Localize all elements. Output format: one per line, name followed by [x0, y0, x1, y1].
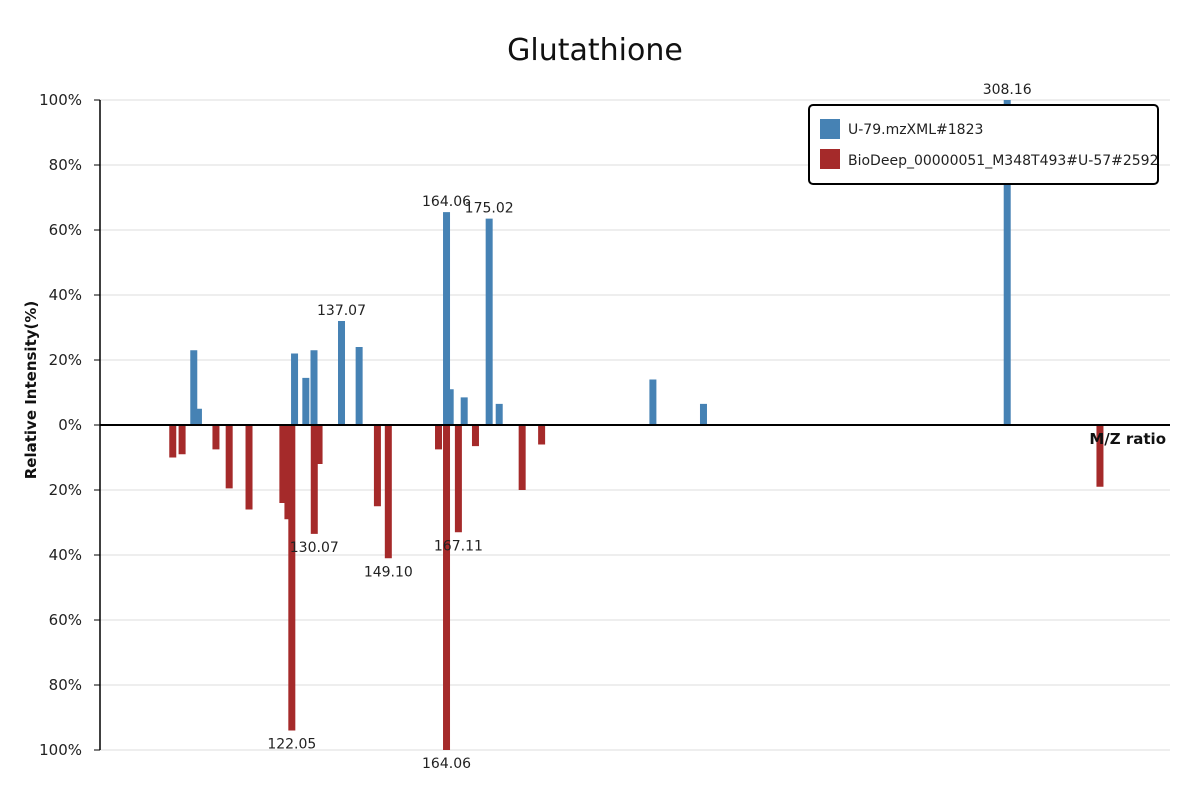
- legend-label-reference: BioDeep_00000051_M348T493#U-57#2592: [848, 153, 1159, 169]
- peak-bar-query: [699, 403, 707, 425]
- legend-label-query: U-79.mzXML#1823: [848, 122, 983, 138]
- query-spectrum-bars: [190, 100, 1011, 425]
- peak-bar-reference: [279, 425, 287, 503]
- y-tick-label: 60%: [49, 611, 82, 629]
- y-tick-label: 40%: [49, 546, 82, 564]
- peak-label: 167.11: [434, 538, 483, 554]
- peak-bar-query: [310, 350, 318, 425]
- reference-spectrum-bars: [169, 425, 1104, 750]
- y-tick-label: 60%: [49, 221, 82, 239]
- peak-bar-query: [302, 377, 310, 425]
- peak-bar-reference: [384, 425, 392, 559]
- peak-label: 308.16: [983, 82, 1032, 98]
- peak-bar-reference: [169, 425, 177, 458]
- y-axis-label: Relative Intensity(%): [22, 301, 40, 480]
- peak-bar-query: [355, 347, 363, 425]
- peak-label: 164.06: [422, 194, 471, 210]
- peak-bar-query: [446, 389, 454, 425]
- legend-swatch-reference: [820, 149, 840, 169]
- y-tick-label: 20%: [49, 351, 82, 369]
- legend: U-79.mzXML#1823 BioDeep_00000051_M348T49…: [808, 104, 1159, 185]
- peak-bar-reference: [284, 425, 292, 520]
- y-tick-label: 100%: [39, 741, 82, 759]
- peak-label: 164.06: [422, 756, 471, 772]
- peak-bar-reference: [1096, 425, 1104, 487]
- peak-label: 149.10: [364, 564, 413, 580]
- peak-bar-query: [338, 321, 346, 425]
- peak-bar-reference: [435, 425, 443, 450]
- peak-bar-reference: [538, 425, 546, 445]
- peak-label: 130.07: [290, 540, 339, 556]
- peak-bar-reference: [315, 425, 323, 464]
- peak-bar-query: [649, 379, 657, 425]
- peak-bar-reference: [178, 425, 186, 455]
- peak-bar-query: [194, 408, 202, 425]
- peak-bar-query: [485, 218, 493, 425]
- peak-labels: 137.07164.06175.02308.16122.05130.07149.…: [267, 82, 1031, 772]
- peak-bar-reference: [518, 425, 526, 490]
- y-tick-label: 100%: [39, 91, 82, 109]
- x-axis-label: M/Z ratio: [1089, 430, 1166, 448]
- peak-label: 137.07: [317, 303, 366, 319]
- peak-bar-query: [460, 397, 468, 425]
- peak-label: 122.05: [267, 737, 316, 753]
- peak-bar-reference: [310, 425, 318, 534]
- peak-bar-reference: [471, 425, 479, 447]
- peak-bar-reference: [454, 425, 462, 533]
- peak-bar-reference: [245, 425, 253, 510]
- y-tick-label: 80%: [49, 156, 82, 174]
- peak-bar-query: [291, 353, 299, 425]
- legend-swatch-query: [820, 119, 840, 139]
- y-tick-label: 20%: [49, 481, 82, 499]
- y-tick-label: 80%: [49, 676, 82, 694]
- y-axis-ticks: 100% 80% 60% 40% 20% 0% 20% 40% 60% 80% 100%: [39, 91, 100, 759]
- peak-bar-reference: [373, 425, 381, 507]
- y-tick-label: 0%: [58, 416, 82, 434]
- peak-bar-query: [443, 212, 451, 425]
- peak-label: 175.02: [465, 201, 514, 217]
- peak-bar-query: [1003, 100, 1011, 425]
- peak-bar-query: [190, 350, 198, 425]
- chart-title: Glutathione: [507, 33, 683, 68]
- peak-bar-reference: [443, 425, 451, 750]
- legend-box: [808, 104, 1159, 185]
- peak-bar-query: [495, 403, 503, 425]
- y-tick-label: 40%: [49, 286, 82, 304]
- peak-bar-reference: [212, 425, 220, 450]
- peak-bar-reference: [225, 425, 233, 489]
- peak-bar-reference: [288, 425, 296, 731]
